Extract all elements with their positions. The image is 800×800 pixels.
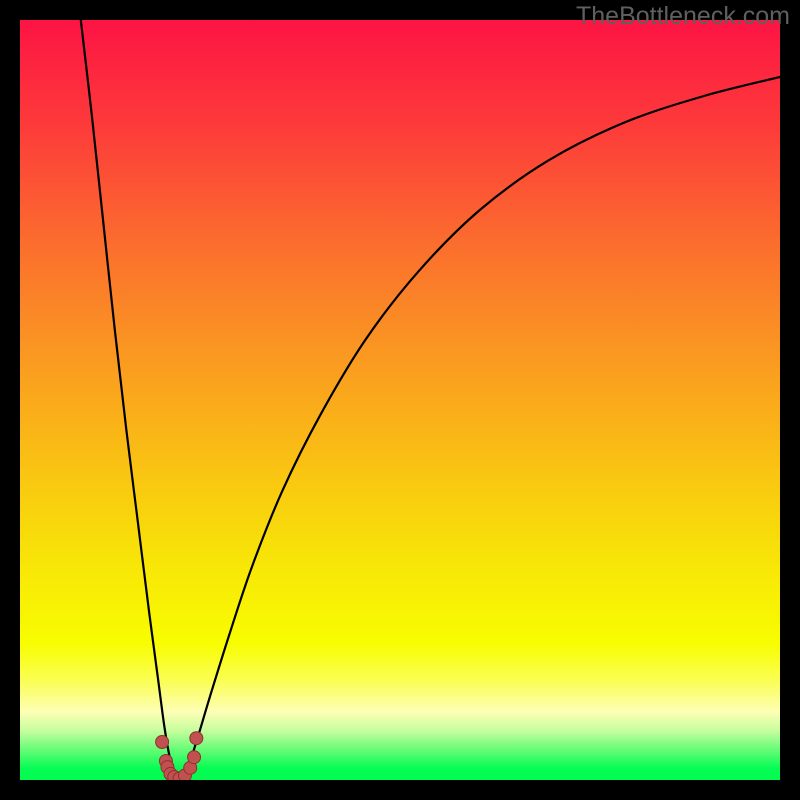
chart-stage: TheBottleneck.com (0, 0, 800, 800)
chart-plot-bg (20, 20, 780, 780)
chart-svg (0, 0, 800, 800)
watermark-text: TheBottleneck.com (576, 2, 790, 31)
marker-dot (156, 736, 169, 749)
marker-dot (188, 751, 201, 764)
marker-dot (190, 732, 203, 745)
